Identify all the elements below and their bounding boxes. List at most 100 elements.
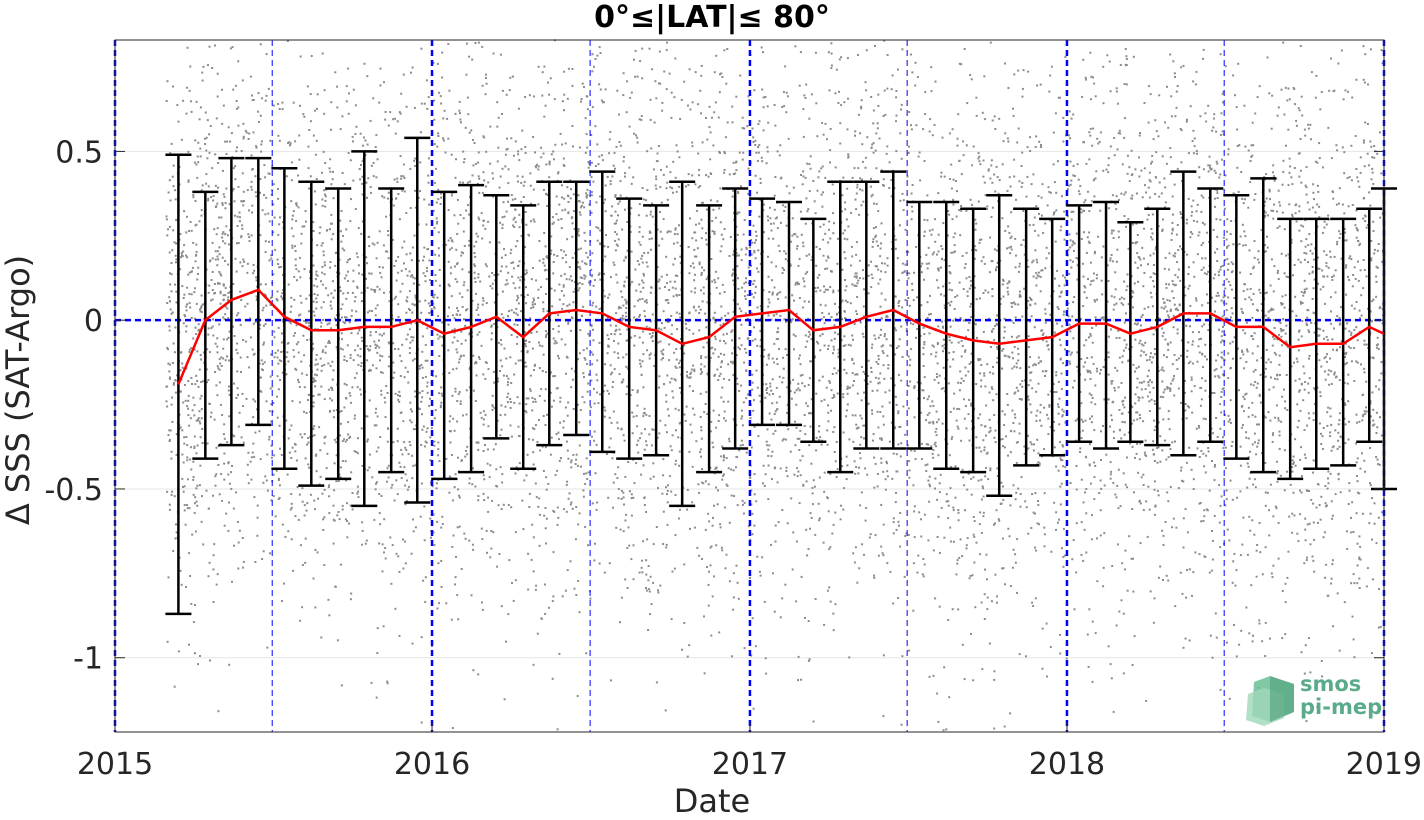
scatter-point: [560, 249, 562, 251]
scatter-point: [729, 255, 731, 257]
scatter-point: [1158, 577, 1160, 579]
scatter-point: [379, 272, 381, 274]
scatter-point: [1216, 161, 1218, 163]
scatter-point: [360, 348, 362, 350]
scatter-point: [322, 242, 324, 244]
scatter-point: [1292, 459, 1294, 461]
scatter-point: [608, 338, 610, 340]
scatter-point: [241, 228, 243, 230]
scatter-point: [1144, 308, 1146, 310]
scatter-point: [670, 117, 672, 119]
scatter-point: [604, 199, 606, 201]
scatter-point: [1254, 416, 1256, 418]
scatter-point: [964, 678, 966, 680]
scatter-point: [196, 485, 198, 487]
scatter-point: [1073, 165, 1075, 167]
scatter-point: [1364, 413, 1366, 415]
scatter-point: [820, 304, 822, 306]
scatter-point: [387, 441, 389, 443]
scatter-point: [1309, 377, 1311, 379]
scatter-point: [1035, 272, 1037, 274]
scatter-point: [248, 366, 250, 368]
scatter-point: [650, 478, 652, 480]
scatter-point: [1192, 363, 1194, 365]
scatter-point: [1118, 236, 1120, 238]
scatter-point: [175, 258, 177, 260]
scatter-point: [243, 200, 245, 202]
scatter-point: [460, 403, 462, 405]
scatter-point: [525, 345, 527, 347]
scatter-point: [800, 474, 802, 476]
scatter-point: [476, 309, 478, 311]
scatter-point: [723, 417, 725, 419]
scatter-point: [926, 263, 928, 265]
scatter-point: [834, 451, 836, 453]
scatter-point: [324, 206, 326, 208]
scatter-point: [895, 492, 897, 494]
scatter-point: [1299, 378, 1301, 380]
scatter-point: [199, 465, 201, 467]
scatter-point: [460, 400, 462, 402]
scatter-point: [1213, 229, 1215, 231]
scatter-point: [1367, 153, 1369, 155]
scatter-point: [493, 323, 495, 325]
scatter-point: [1189, 236, 1191, 238]
scatter-point: [860, 107, 862, 109]
scatter-point: [586, 478, 588, 480]
scatter-point: [413, 530, 415, 532]
scatter-point: [770, 223, 772, 225]
scatter-point: [804, 385, 806, 387]
scatter-point: [1254, 332, 1256, 334]
scatter-point: [1116, 485, 1118, 487]
scatter-point: [724, 315, 726, 317]
scatter-point: [513, 402, 515, 404]
scatter-point: [335, 441, 337, 443]
scatter-point: [1355, 414, 1357, 416]
scatter-point: [1105, 454, 1107, 456]
scatter-point: [1334, 372, 1336, 374]
scatter-point: [1007, 455, 1009, 457]
scatter-point: [269, 552, 271, 554]
scatter-point: [261, 140, 263, 142]
scatter-point: [373, 519, 375, 521]
scatter-point: [846, 285, 848, 287]
scatter-point: [1055, 529, 1057, 531]
scatter-point: [428, 182, 430, 184]
scatter-point: [1012, 357, 1014, 359]
scatter-point: [245, 130, 247, 132]
scatter-point: [858, 467, 860, 469]
scatter-point: [963, 484, 965, 486]
scatter-point: [610, 333, 612, 335]
scatter-point: [1101, 280, 1103, 282]
scatter-point: [1015, 562, 1017, 564]
scatter-point: [692, 262, 694, 264]
scatter-point: [359, 389, 361, 391]
scatter-point: [377, 415, 379, 417]
scatter-point: [890, 179, 892, 181]
scatter-point: [440, 203, 442, 205]
scatter-point: [979, 523, 981, 525]
scatter-point: [1002, 538, 1004, 540]
scatter-point: [585, 472, 587, 474]
scatter-point: [427, 382, 429, 384]
scatter-point: [1162, 418, 1164, 420]
scatter-point: [644, 496, 646, 498]
scatter-point: [1167, 500, 1169, 502]
scatter-point: [478, 356, 480, 358]
scatter-point: [1304, 381, 1306, 383]
scatter-point: [1036, 420, 1038, 422]
scatter-point: [229, 483, 231, 485]
scatter-point: [500, 54, 502, 56]
scatter-point: [643, 412, 645, 414]
scatter-point: [672, 397, 674, 399]
scatter-point: [1308, 331, 1310, 333]
scatter-point: [979, 372, 981, 374]
scatter-point: [1121, 599, 1123, 601]
scatter-point: [947, 619, 949, 621]
scatter-point: [1202, 58, 1204, 60]
scatter-point: [1026, 506, 1028, 508]
scatter-point: [752, 382, 754, 384]
scatter-point: [538, 240, 540, 242]
scatter-point: [385, 216, 387, 218]
scatter-point: [989, 469, 991, 471]
